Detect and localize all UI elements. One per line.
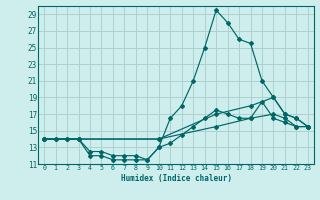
X-axis label: Humidex (Indice chaleur): Humidex (Indice chaleur) — [121, 174, 231, 183]
